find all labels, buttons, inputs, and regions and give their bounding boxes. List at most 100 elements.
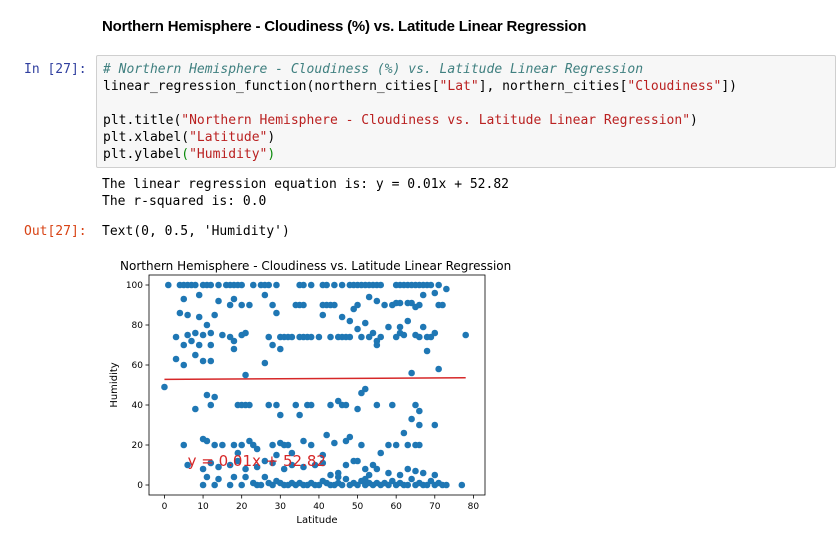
data-point xyxy=(354,405,361,413)
data-point xyxy=(311,461,319,469)
data-point xyxy=(369,329,377,337)
data-point xyxy=(373,341,381,349)
data-point xyxy=(377,449,385,457)
data-point xyxy=(172,333,180,341)
data-point xyxy=(419,291,427,299)
data-point xyxy=(226,461,234,469)
data-point xyxy=(385,323,392,331)
code-string: "Northern Hemisphere - Cloudiness vs. La… xyxy=(181,113,691,128)
data-point xyxy=(431,289,439,297)
stdout-line-2: The r-squared is: 0.0 xyxy=(102,194,267,209)
data-point xyxy=(242,473,249,481)
data-point xyxy=(203,321,211,329)
data-point xyxy=(327,401,334,409)
data-point xyxy=(219,331,226,339)
code-line-4: plt.xlabel("Latitude") xyxy=(103,130,275,146)
axis-ticks: 0 10 20 30 40 50 60 70 80 0 20 40 60 80 100 xyxy=(126,281,480,512)
data-point xyxy=(358,389,365,397)
data-point xyxy=(199,357,207,365)
y-axis-label: Humidity xyxy=(109,362,120,407)
data-point xyxy=(292,401,300,409)
data-point xyxy=(319,459,327,467)
data-point xyxy=(199,331,207,339)
data-point xyxy=(404,317,412,325)
data-point xyxy=(319,451,327,459)
data-point xyxy=(238,301,245,309)
data-point xyxy=(385,469,392,477)
data-point xyxy=(203,473,211,481)
data-point xyxy=(261,291,269,299)
data-point xyxy=(389,401,396,409)
data-point xyxy=(385,441,392,449)
data-point xyxy=(211,481,218,489)
code-cell-editor[interactable]: # Northern Hemisphere - Cloudiness (%) v… xyxy=(96,55,836,168)
y-tick-label: 80 xyxy=(132,321,144,331)
y-tick-label: 100 xyxy=(126,281,143,291)
x-tick-label: 50 xyxy=(352,502,364,512)
data-point xyxy=(184,311,191,319)
data-point xyxy=(431,329,439,337)
data-point xyxy=(211,311,218,319)
x-tick-label: 40 xyxy=(313,502,325,512)
data-point xyxy=(261,359,269,367)
code-token: ) xyxy=(267,130,276,145)
data-point xyxy=(265,281,273,289)
data-point xyxy=(427,281,435,289)
data-point xyxy=(338,313,346,321)
data-point xyxy=(358,333,365,341)
code-token: ], northern_cities[ xyxy=(478,79,628,94)
code-string: "Lat" xyxy=(439,79,479,94)
data-point xyxy=(307,401,315,409)
data-point xyxy=(288,461,296,469)
code-line-1: # Northern Hemisphere - Cloudiness (%) v… xyxy=(103,62,643,78)
data-point xyxy=(331,301,338,309)
data-point xyxy=(180,361,188,369)
data-point xyxy=(373,401,381,409)
code-line-2: linear_regression_function(northern_citi… xyxy=(103,79,737,95)
data-point xyxy=(443,481,450,489)
data-point xyxy=(435,281,442,289)
data-point xyxy=(300,301,307,309)
data-point xyxy=(207,401,215,409)
data-point xyxy=(207,459,215,467)
data-point xyxy=(161,383,168,391)
data-point xyxy=(165,281,172,289)
data-point xyxy=(288,449,296,457)
data-point xyxy=(180,341,188,349)
data-point xyxy=(423,347,431,355)
data-point xyxy=(269,301,276,309)
data-point xyxy=(354,301,361,309)
code-token: plt.ylabel xyxy=(103,147,182,162)
data-point xyxy=(215,475,222,483)
data-point xyxy=(300,463,307,471)
data-point xyxy=(215,281,222,289)
data-point xyxy=(323,281,330,289)
data-point xyxy=(400,429,408,437)
data-point xyxy=(319,311,327,319)
data-point xyxy=(188,337,195,345)
data-point xyxy=(307,333,315,341)
data-point xyxy=(277,411,284,419)
data-point xyxy=(431,421,439,429)
data-point xyxy=(215,463,222,471)
data-point xyxy=(226,481,234,489)
data-point xyxy=(408,475,415,483)
x-tick-label: 60 xyxy=(390,502,402,512)
data-point xyxy=(354,457,361,465)
data-point xyxy=(408,415,415,423)
code-token: plt.title( xyxy=(103,113,182,128)
data-point xyxy=(273,401,280,409)
data-point xyxy=(230,337,238,345)
data-point xyxy=(261,473,269,481)
data-point xyxy=(361,475,369,483)
data-point xyxy=(280,465,288,473)
x-axis-label: Latitude xyxy=(296,515,337,526)
code-comment: # Northern Hemisphere - Cloudiness (%) v… xyxy=(103,62,644,77)
data-point xyxy=(412,467,419,475)
data-points xyxy=(161,281,469,489)
data-point xyxy=(416,301,423,309)
data-point xyxy=(176,309,184,317)
data-point xyxy=(199,481,207,489)
data-point xyxy=(195,291,203,299)
x-tick-label: 20 xyxy=(236,502,248,512)
